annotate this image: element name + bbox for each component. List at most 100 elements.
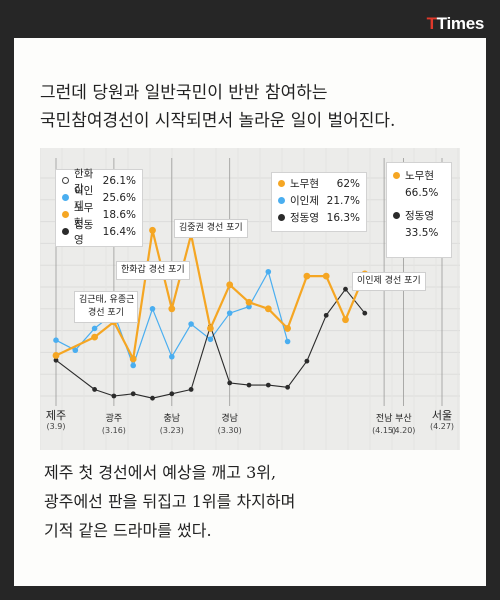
legend-value: 18.6% <box>102 208 136 221</box>
legend-value: 16.3% <box>326 211 360 224</box>
data-point <box>245 298 253 306</box>
data-point <box>188 387 194 392</box>
legend-jeju: 한화갑 26.1% 이인제 25.6% 노무현 18.6% 정동영 16.4% <box>55 168 143 247</box>
legend-value: 33.5% <box>405 226 439 239</box>
legend-row: 이인제 25.6% <box>62 185 136 212</box>
data-point <box>168 305 176 313</box>
outro-line: 광주에선 판을 뒤집고 1위를 차지하며 <box>44 492 296 511</box>
data-point <box>207 325 214 332</box>
legend-row: 33.5% <box>393 224 445 241</box>
legend-dot <box>393 212 400 219</box>
legend-dot <box>278 214 285 221</box>
legend-value: 16.4% <box>102 225 136 238</box>
x-tick-name: 서울 <box>431 409 453 422</box>
legend-row: 정동영 16.4% <box>62 219 136 246</box>
legend-dot <box>393 172 400 179</box>
x-tick-date: (4.20) <box>391 426 416 435</box>
annotation-lee-withdraw: 이인제 경선 포기 <box>352 272 426 291</box>
x-tick-label: 서울 (4.27) <box>430 410 454 432</box>
data-point <box>285 384 290 390</box>
annotation-kimjk-withdraw: 김중권 경선 포기 <box>174 219 248 238</box>
data-point <box>188 321 194 327</box>
outro-line: 제주 첫 경선에서 예상을 깨고 3위, <box>44 463 277 482</box>
legend-gwangju: 노무현 62% 이인제 21.7% 정동영 16.3% <box>271 172 367 232</box>
outro-line: 기적 같은 드라마를 썼다. <box>44 521 212 540</box>
x-tick-date: (4.15) <box>372 426 397 435</box>
data-point <box>169 391 175 397</box>
data-point <box>264 305 272 313</box>
annotation-kim-yoo-withdraw: 김근태, 유종근 경선 포기 <box>74 291 138 323</box>
legend-dot <box>62 177 69 184</box>
legend-row: 노무현 18.6% <box>62 202 136 229</box>
intro-line: 국민참여경선이 시작되면서 놀라운 일이 벌어진다. <box>40 111 396 131</box>
x-tick-label: 부산 (4.20) <box>391 414 415 436</box>
brand-logo-prefix: T <box>426 14 437 33</box>
legend-row: 66.5% <box>393 184 445 201</box>
data-point <box>265 268 272 275</box>
legend-value: 26.1% <box>102 174 136 187</box>
x-tick-date: (3.16) <box>101 426 126 435</box>
legend-name: 정동영 <box>290 212 319 224</box>
x-tick-label: 경남 (3.30) <box>218 414 242 436</box>
legend-row: 노무현 <box>393 167 445 184</box>
x-tick-name: 경남 <box>221 414 238 424</box>
x-tick-name: 충남 <box>163 414 181 424</box>
x-tick-name: 전남 <box>375 414 393 424</box>
data-point <box>265 382 271 388</box>
legend-dot <box>62 211 69 218</box>
data-point <box>72 347 79 354</box>
legend-row: 정동영 16.3% <box>278 209 360 226</box>
intro-text: 그런데 당원과 일반국민이 반반 참여하는 국민참여경선이 시작되면서 놀라운 … <box>40 79 470 135</box>
series-line-노무현 <box>55 229 366 360</box>
data-point <box>304 358 310 364</box>
brand-logo: TTimes <box>426 14 485 34</box>
data-point <box>322 272 330 280</box>
legend-name: 이인제 <box>290 195 319 207</box>
x-tick-label: 제주 (3.9) <box>46 410 66 432</box>
legend-row: 정동영 <box>393 207 445 224</box>
data-point <box>91 333 98 341</box>
legend-name: 정동영 <box>74 218 94 246</box>
data-point <box>207 336 214 343</box>
data-point <box>246 382 252 388</box>
data-point <box>227 380 233 386</box>
legend-row: 이인제 21.7% <box>278 192 360 209</box>
legend-name: 한화갑 <box>74 167 94 195</box>
data-point <box>284 325 291 332</box>
legend-value: 25.6% <box>102 191 136 204</box>
legend-row: 한화갑 26.1% <box>62 168 136 195</box>
x-tick-label: 광주 (3.16) <box>102 414 126 436</box>
data-point <box>342 316 349 324</box>
data-point <box>362 310 368 316</box>
data-point <box>169 353 175 360</box>
legend-name: 노무현 <box>74 201 94 229</box>
x-tick-date: (3.30) <box>217 426 242 435</box>
x-tick-label: 충남 (3.23) <box>160 414 184 436</box>
primary-results-chart: 한화갑 26.1% 이인제 25.6% 노무현 18.6% 정동영 16.4% 노무현 6… <box>40 148 460 450</box>
data-point <box>53 357 59 363</box>
data-point <box>323 312 329 318</box>
legend-name: 노무현 <box>290 178 319 190</box>
data-point <box>226 310 233 316</box>
brand-logo-name: Times <box>436 14 485 33</box>
data-point <box>91 325 98 332</box>
data-point <box>111 393 117 399</box>
legend-dot <box>62 228 69 235</box>
outro-text: 제주 첫 경선에서 예상을 깨고 3위, 광주에선 판을 뒤집고 1위를 차지하… <box>44 458 464 545</box>
x-tick-name: 부산 <box>395 414 412 424</box>
data-point <box>150 395 155 401</box>
legend-value: 21.7% <box>326 194 360 207</box>
data-point <box>149 226 156 234</box>
data-point <box>343 286 348 292</box>
legend-dot <box>278 180 285 187</box>
data-point <box>130 362 136 369</box>
x-tick-name: 광주 <box>105 414 123 424</box>
legend-name: 정동영 <box>405 210 434 222</box>
legend-row: 노무현 62% <box>278 175 360 192</box>
legend-name: 노무현 <box>405 170 434 182</box>
annotation-line: 김근태, 유종근 <box>79 295 135 305</box>
data-point <box>149 306 156 312</box>
x-tick-date: (4.27) <box>429 422 455 431</box>
legend-dot <box>62 194 69 201</box>
annotation-han-withdraw: 한화갑 경선 포기 <box>116 261 190 280</box>
